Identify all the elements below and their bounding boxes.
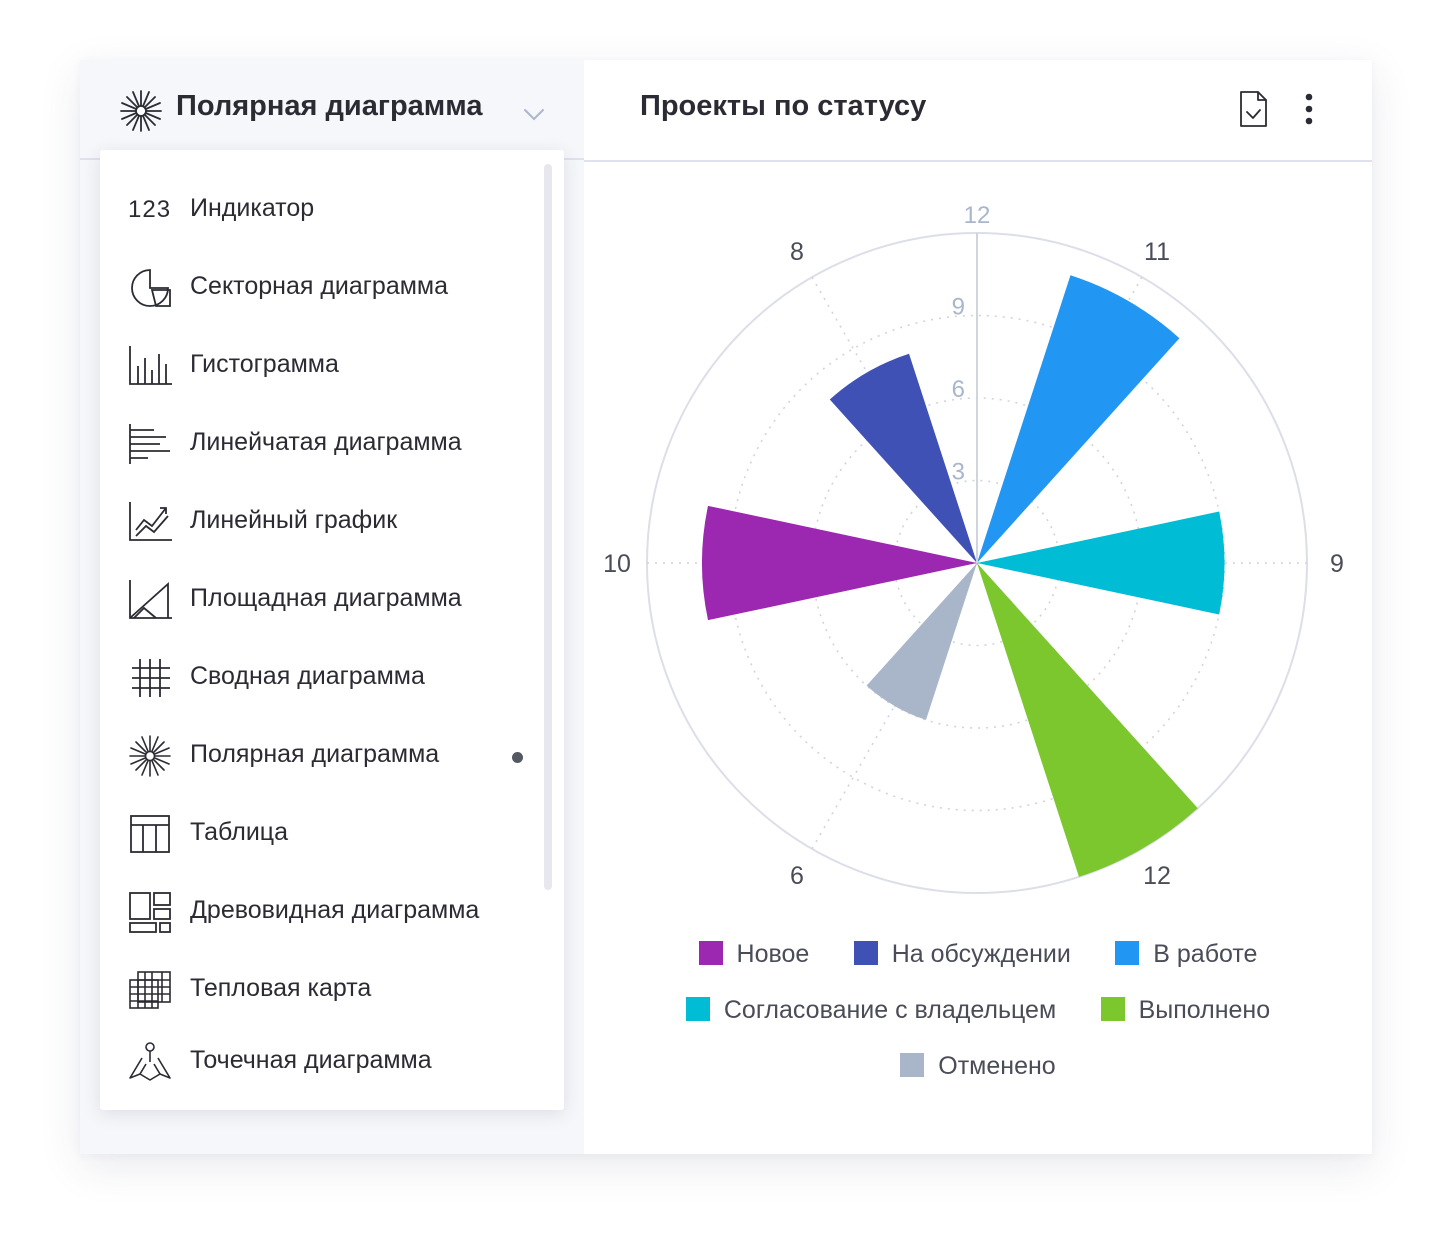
area-chart-icon — [126, 578, 174, 622]
legend-row: Согласование с владельцем Выполнено — [584, 996, 1372, 1036]
polar-wedge — [701, 505, 977, 621]
menu-item-table[interactable]: Таблица — [100, 798, 540, 870]
chart-title: Проекты по статусу — [640, 90, 927, 122]
legend-item-approval[interactable]: Согласование с владельцем — [685, 996, 1057, 1025]
menu-item-label: Площадная диаграмма — [190, 584, 462, 612]
menu-item-label: Точечная диаграмма — [190, 1046, 432, 1074]
chart-widget: Полярная диаграмма 123 Индикатор — [80, 60, 1372, 1154]
menu-item-label: Гистограмма — [190, 350, 339, 378]
legend-row: Отменено — [584, 1052, 1372, 1092]
polar-chart-icon — [126, 734, 174, 778]
line-chart-icon — [126, 500, 174, 544]
polar-wedges — [701, 275, 1225, 877]
chart-type-label: Полярная диаграмма — [176, 90, 483, 122]
chart-type-panel: Полярная диаграмма 123 Индикатор — [80, 60, 584, 1154]
treemap-icon — [126, 890, 174, 934]
polar-value-label: 8 — [790, 238, 804, 266]
radial-tick-label: 6 — [952, 376, 965, 403]
menu-item-label: Древовидная диаграмма — [190, 896, 480, 924]
more-vertical-icon — [1305, 93, 1313, 125]
menu-item-indicator[interactable]: 123 Индикатор — [100, 174, 540, 246]
menu-item-area[interactable]: Площадная диаграмма — [100, 564, 540, 636]
legend-item-discussion[interactable]: На обсуждении — [853, 940, 1071, 969]
heatmap-icon — [126, 968, 174, 1012]
polar-value-labels: 11 9 12 6 10 8 — [603, 238, 1344, 890]
legend-label: Выполнено — [1138, 996, 1271, 1024]
menu-item-label: Линейный график — [190, 506, 398, 534]
menu-item-label: Полярная диаграмма — [190, 740, 440, 768]
menu-item-label: Индикатор — [190, 194, 315, 222]
menu-item-polar[interactable]: Полярная диаграмма — [100, 720, 540, 792]
menu-item-label: Таблица — [190, 818, 289, 846]
menu-item-label: Линейчатая диаграмма — [190, 428, 462, 456]
polar-value-label: 9 — [1330, 550, 1344, 578]
polar-value-label: 10 — [603, 550, 631, 578]
file-export-icon — [1240, 91, 1267, 127]
legend-label: Новое — [736, 940, 810, 968]
number-123-icon: 123 — [128, 196, 172, 223]
legend-swatch — [698, 941, 723, 965]
legend-row: Новое На обсуждении В работе — [584, 940, 1372, 980]
legend-item-cancelled[interactable]: Отменено — [900, 1052, 1056, 1081]
legend-swatch — [1115, 941, 1140, 965]
polar-wedge — [977, 563, 1198, 877]
radial-tick-label: 12 — [964, 202, 991, 229]
radial-tick-label: 9 — [952, 294, 965, 321]
menu-item-heatmap[interactable]: Тепловая карта — [100, 954, 540, 1026]
polar-wedge — [977, 275, 1180, 563]
pivot-grid-icon — [126, 656, 174, 700]
pie-chart-icon — [126, 266, 174, 310]
polar-chart: 3 6 9 12 11 9 12 6 10 8 — [603, 202, 1344, 894]
map-pin-icon — [126, 1040, 174, 1084]
legend-item-done[interactable]: Выполнено — [1100, 996, 1271, 1025]
polar-chart-icon — [118, 88, 164, 134]
chart-type-dropdown: 123 Индикатор Секторная диаграмма — [100, 150, 564, 1110]
chart-area: Проекты по статусу — [584, 60, 1372, 1154]
legend-label: Согласование с владельцем — [723, 996, 1057, 1024]
more-options-button[interactable] — [1296, 88, 1322, 130]
polar-wedge — [977, 511, 1225, 615]
legend-item-new[interactable]: Новое — [698, 940, 810, 969]
menu-item-line[interactable]: Линейный график — [100, 486, 540, 558]
radial-tick-label: 3 — [952, 459, 965, 486]
selected-indicator — [512, 752, 523, 763]
menu-item-histogram[interactable]: Гистограмма — [100, 330, 540, 402]
polar-radial-axis: 3 6 9 12 — [952, 202, 991, 563]
legend-item-in-progress[interactable]: В работе — [1115, 940, 1257, 969]
menu-item-treemap[interactable]: Древовидная диаграмма — [100, 876, 540, 948]
table-icon — [126, 812, 174, 856]
legend-swatch — [853, 941, 878, 965]
polar-value-label: 11 — [1144, 238, 1170, 266]
menu-item-pie[interactable]: Секторная диаграмма — [100, 252, 540, 324]
menu-item-label: Секторная диаграмма — [190, 272, 449, 300]
column-chart-icon — [126, 344, 174, 388]
menu-item-label: Тепловая карта — [190, 974, 372, 1002]
legend-swatch — [685, 997, 710, 1021]
polar-wedge — [866, 563, 977, 720]
menu-item-bar[interactable]: Линейчатая диаграмма — [100, 408, 540, 480]
export-button[interactable] — [1236, 88, 1270, 130]
legend-label: Отменено — [938, 1052, 1056, 1080]
legend-swatch — [1100, 997, 1125, 1021]
bar-chart-icon — [126, 422, 174, 466]
dropdown-scrollbar[interactable] — [544, 164, 552, 890]
menu-item-pivot[interactable]: Сводная диаграмма — [100, 642, 540, 714]
polar-value-label: 12 — [1143, 862, 1171, 890]
menu-item-scatter[interactable]: Точечная диаграмма — [100, 1026, 540, 1098]
legend-label: На обсуждении — [891, 940, 1071, 968]
chart-header: Проекты по статусу — [584, 60, 1372, 162]
polar-wedge — [829, 353, 977, 563]
menu-item-label: Сводная диаграмма — [190, 662, 425, 690]
chevron-down-icon — [520, 100, 548, 128]
chart-type-selector[interactable]: Полярная диаграмма — [80, 60, 584, 160]
legend-label: В работе — [1153, 940, 1258, 968]
polar-value-label: 6 — [790, 862, 804, 890]
legend-swatch — [900, 1053, 925, 1077]
